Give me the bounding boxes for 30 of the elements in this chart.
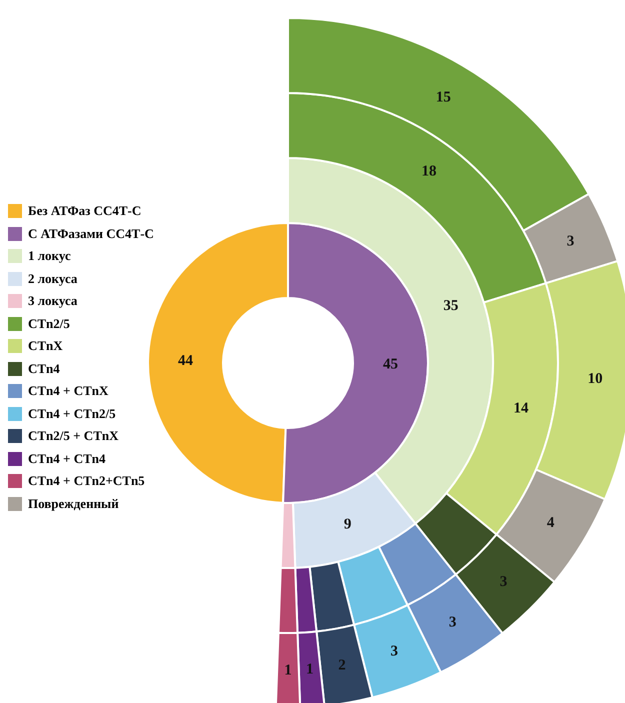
data-label: 44 bbox=[178, 353, 194, 370]
data-label: 35 bbox=[443, 298, 458, 314]
legend-label: Поврежденный bbox=[28, 496, 119, 512]
legend-label: 2 локуса bbox=[28, 270, 78, 287]
legend-label: CTn4 + CTn4 bbox=[28, 450, 106, 467]
data-label: 3 bbox=[500, 574, 508, 590]
legend-label: Без АТФаз СС4Т-С bbox=[28, 203, 142, 220]
data-label: 1 bbox=[306, 662, 314, 678]
data-label: 3 bbox=[448, 614, 456, 631]
data-label: 3 bbox=[566, 233, 574, 250]
legend-label: С АТФазами СС4Т-С bbox=[28, 226, 154, 242]
legend-label: CTn4 + CTn2+CTn5 bbox=[28, 473, 145, 490]
data-label: 2 bbox=[338, 658, 346, 674]
data-label: 3 bbox=[390, 643, 398, 660]
legend-label: CTnX bbox=[28, 338, 63, 354]
data-label: 18 bbox=[421, 164, 436, 180]
legend-label: CTn2/5 + CTnX bbox=[28, 428, 118, 444]
legend-label: 1 локус bbox=[28, 248, 71, 264]
legend-label: CTn4 bbox=[28, 360, 60, 377]
data-label: 10 bbox=[588, 371, 603, 388]
legend-label: 3 локуса bbox=[28, 293, 78, 310]
data-label: 14 bbox=[514, 400, 530, 417]
legend-label: CTn2/5 bbox=[28, 316, 70, 332]
data-label: 1 bbox=[284, 662, 292, 678]
data-label: 15 bbox=[436, 89, 451, 106]
data-label: 4 bbox=[546, 514, 555, 531]
legend-label: CTn4 + CTn2/5 bbox=[28, 406, 116, 422]
legend-label: CTn4 + CTnX bbox=[28, 383, 108, 400]
data-label: 45 bbox=[382, 356, 398, 373]
data-label: 9 bbox=[344, 516, 352, 533]
